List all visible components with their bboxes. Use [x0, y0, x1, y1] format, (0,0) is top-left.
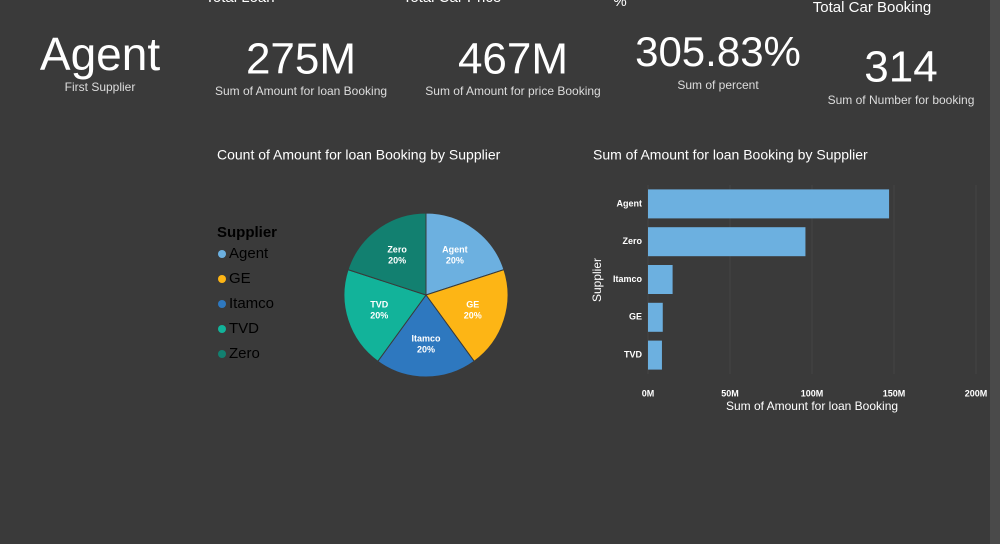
- slice-category: GE: [466, 300, 479, 310]
- card-value: 314: [864, 43, 937, 92]
- card-title: Total Loan: [205, 0, 274, 6]
- x-tick-label: 100M: [801, 388, 824, 398]
- x-tick-label: 200M: [965, 388, 988, 398]
- y-tick-label: TVD: [624, 349, 643, 359]
- chart-title: Sum of Amount for loan Booking by Suppli…: [593, 147, 868, 163]
- bar: [648, 227, 806, 257]
- legend-marker: [218, 325, 226, 333]
- bar: [648, 340, 662, 370]
- slice-value: 20%: [464, 311, 482, 321]
- slice-value: 20%: [417, 345, 435, 355]
- slice-value: 20%: [370, 311, 388, 321]
- pie-slice: [343, 269, 427, 363]
- legend-label: Zero: [229, 345, 260, 362]
- legend-label: Agent: [229, 245, 269, 262]
- card-title: Total Car Price: [403, 0, 501, 6]
- pie-slice: [377, 294, 475, 378]
- card-label: Sum of Amount for loan Booking: [215, 84, 387, 98]
- legend-marker: [218, 300, 226, 308]
- y-tick-label: Itamco: [613, 274, 643, 284]
- legend-marker: [218, 350, 226, 358]
- slice-value: 20%: [446, 256, 464, 266]
- pie-slice: [425, 269, 509, 363]
- card-label: Sum of percent: [677, 78, 759, 92]
- x-tick-label: 150M: [883, 388, 906, 398]
- card-label: Sum of Amount for price Booking: [425, 84, 600, 98]
- x-tick-label: 0M: [642, 388, 655, 398]
- card-title: Total Car Booking: [813, 0, 931, 16]
- card-title: %: [613, 0, 626, 10]
- x-tick-label: 50M: [721, 388, 739, 398]
- bar: [648, 189, 890, 219]
- card-value: 275M: [246, 35, 356, 84]
- card-value: 305.83%: [635, 28, 801, 75]
- y-tick-label: Zero: [622, 236, 642, 246]
- y-axis-label: Supplier: [590, 258, 604, 302]
- card-value: Agent: [40, 28, 160, 80]
- pie-slice: [425, 212, 505, 296]
- y-tick-label: GE: [629, 312, 642, 322]
- legend-title: Supplier: [217, 224, 277, 241]
- slice-category: TVD: [370, 300, 389, 310]
- bar: [648, 265, 673, 294]
- scrollbar-track: [990, 0, 1000, 544]
- slice-value: 20%: [388, 256, 406, 266]
- y-tick-label: Agent: [617, 198, 643, 208]
- slice-category: Agent: [442, 245, 468, 255]
- slice-category: Itamco: [411, 334, 441, 344]
- pie-slice: [347, 212, 427, 296]
- slice-category: Zero: [387, 245, 407, 255]
- card-label: First Supplier: [65, 80, 136, 94]
- card-value: 467M: [458, 35, 568, 84]
- legend-marker: [218, 250, 226, 258]
- legend-label: TVD: [229, 320, 259, 337]
- legend-marker: [218, 275, 226, 283]
- chart-title: Count of Amount for loan Booking by Supp…: [217, 147, 501, 163]
- card-label: Sum of Number for booking: [828, 93, 975, 107]
- legend-label: Itamco: [229, 295, 274, 312]
- legend-label: GE: [229, 270, 251, 287]
- x-axis-label: Sum of Amount for loan Booking: [726, 399, 898, 413]
- bar: [648, 302, 663, 332]
